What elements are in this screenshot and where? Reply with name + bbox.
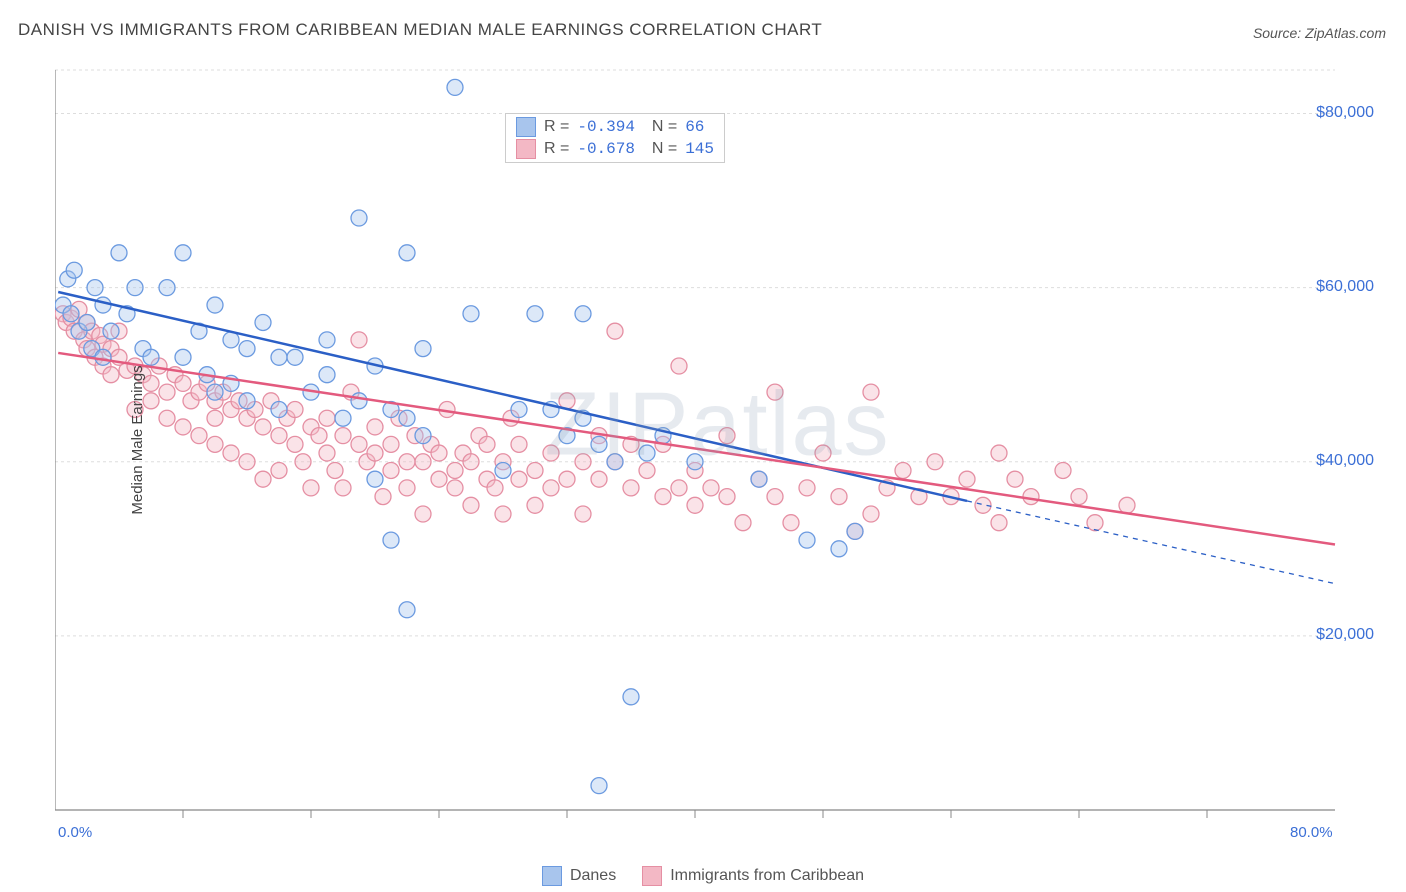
legend-n-label: N = [643,140,677,158]
legend-label-caribbean: Immigrants from Caribbean [670,867,864,885]
swatch-danes [516,117,536,137]
correlation-legend: R = -0.394 N = 66 R = -0.678 N = 145 [505,113,725,163]
chart-plot-area: Median Male Earnings R = -0.394 N = 66 R… [55,55,1380,825]
legend-item-caribbean: Immigrants from Caribbean [642,866,864,886]
legend-label-danes: Danes [570,867,616,885]
y-tick-label: $80,000 [1316,104,1374,122]
chart-title: DANISH VS IMMIGRANTS FROM CARIBBEAN MEDI… [18,20,822,40]
scatter-chart-svg [55,55,1380,825]
y-tick-label: $20,000 [1316,626,1374,644]
legend-row-caribbean: R = -0.678 N = 145 [506,138,724,160]
legend-r-label: R = [544,140,569,158]
legend-n-value-caribbean: 145 [685,140,714,158]
legend-n-value-danes: 66 [685,118,704,136]
legend-r-label: R = [544,118,569,136]
legend-r-value-danes: -0.394 [577,118,635,136]
legend-item-danes: Danes [542,866,616,886]
swatch-danes-icon [542,866,562,886]
y-tick-label: $60,000 [1316,278,1374,296]
y-axis-label: Median Male Earnings [129,365,146,514]
y-tick-label: $40,000 [1316,452,1374,470]
legend-n-label: N = [643,118,677,136]
swatch-caribbean-icon [642,866,662,886]
legend-r-value-caribbean: -0.678 [577,140,635,158]
x-tick-label: 80.0% [1290,824,1333,841]
x-tick-label: 0.0% [58,824,92,841]
source-attribution: Source: ZipAtlas.com [1253,25,1386,41]
legend-row-danes: R = -0.394 N = 66 [506,116,724,138]
series-legend: Danes Immigrants from Caribbean [0,866,1406,886]
swatch-caribbean [516,139,536,159]
